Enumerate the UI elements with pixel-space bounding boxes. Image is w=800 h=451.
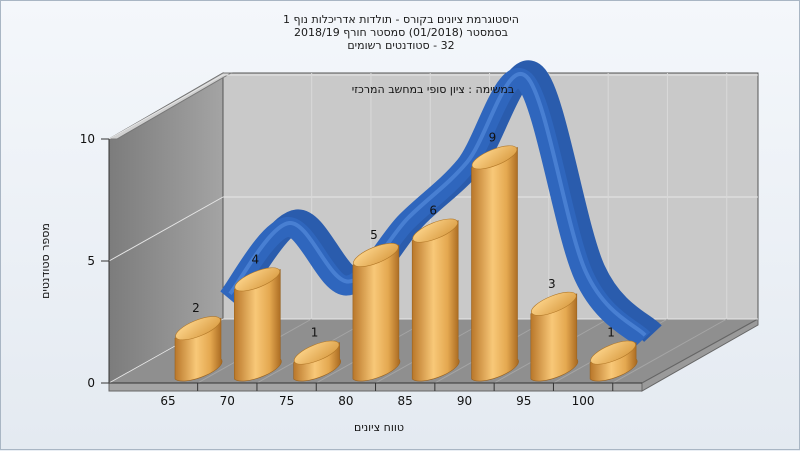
data-label-75: 1 (311, 326, 319, 340)
data-label-100: 1 (607, 326, 615, 340)
x-tick-label-2: 75 (279, 394, 294, 408)
chart-title-line-2: בסמסטר (01/2018) סמסטר חורף 2018/19 (294, 26, 508, 39)
data-label-90: 9 (489, 130, 497, 144)
gridline-left-1 (108, 196, 224, 262)
x-tick-label-3: 80 (338, 394, 353, 408)
bar-body-85 (411, 220, 460, 382)
bar-top-70 (234, 267, 281, 292)
data-label-95: 3 (548, 277, 556, 291)
bar-75: 1 (293, 326, 341, 382)
bar-body-90 (471, 146, 519, 382)
y-tick-label-2: 10 (80, 132, 95, 146)
chart-title-line-1: היסטוגרמת ציונים בקורס - תולדות אדריכלות… (283, 13, 519, 26)
bar-top-80 (353, 243, 399, 267)
y-tick-label-1: 5 (87, 254, 95, 268)
data-label-85: 6 (429, 204, 437, 218)
bar-90: 9 (471, 130, 519, 382)
bar-top-75 (293, 340, 340, 365)
x-tick-label-1: 70 (220, 394, 235, 408)
floor-gridline-7 (612, 318, 727, 384)
data-label-70: 4 (251, 252, 259, 266)
bar-85: 6 (411, 204, 460, 382)
bar-top-95 (531, 291, 577, 316)
gridline-left-2 (108, 74, 224, 140)
data-label-65: 2 (192, 301, 200, 315)
chart-subtitle: במשימה : ציון סופי במחשב המרכזי (352, 83, 515, 96)
data-label-80: 5 (370, 228, 378, 242)
bar-70: 4 (234, 252, 282, 382)
y-axis-label: מספר סטודנטים (39, 223, 52, 299)
bar-80: 5 (352, 228, 401, 382)
bar-top-100 (590, 340, 636, 365)
x-axis-label: טווח ציונים (354, 421, 404, 434)
bar-top-65 (175, 316, 221, 341)
bar-65: 2 (174, 301, 223, 382)
left-wall-edge (107, 72, 233, 140)
bar-top-90 (471, 145, 518, 170)
x-tick-label-4: 85 (398, 394, 413, 408)
bar-95: 3 (530, 277, 579, 382)
x-tick-label-6: 95 (516, 394, 531, 408)
trend-ribbon-highlight (228, 71, 647, 337)
bar-body-95 (530, 293, 579, 382)
bar-body-80 (352, 244, 401, 382)
bar-top-85 (412, 218, 458, 243)
trend-ribbon (219, 60, 662, 347)
bar-100: 1 (589, 326, 638, 382)
y-tick-label-0: 0 (87, 376, 95, 390)
x-tick-label-7: 100 (572, 394, 595, 408)
x-tick-label-5: 90 (457, 394, 472, 408)
bar-body-70 (234, 268, 282, 382)
bars-layer: 2 4 1 5 6 9 3 1 (174, 130, 638, 382)
chart-title-line-3: 32 - סטודנטים רשומים (347, 39, 455, 52)
x-tick-label-0: 65 (160, 394, 175, 408)
